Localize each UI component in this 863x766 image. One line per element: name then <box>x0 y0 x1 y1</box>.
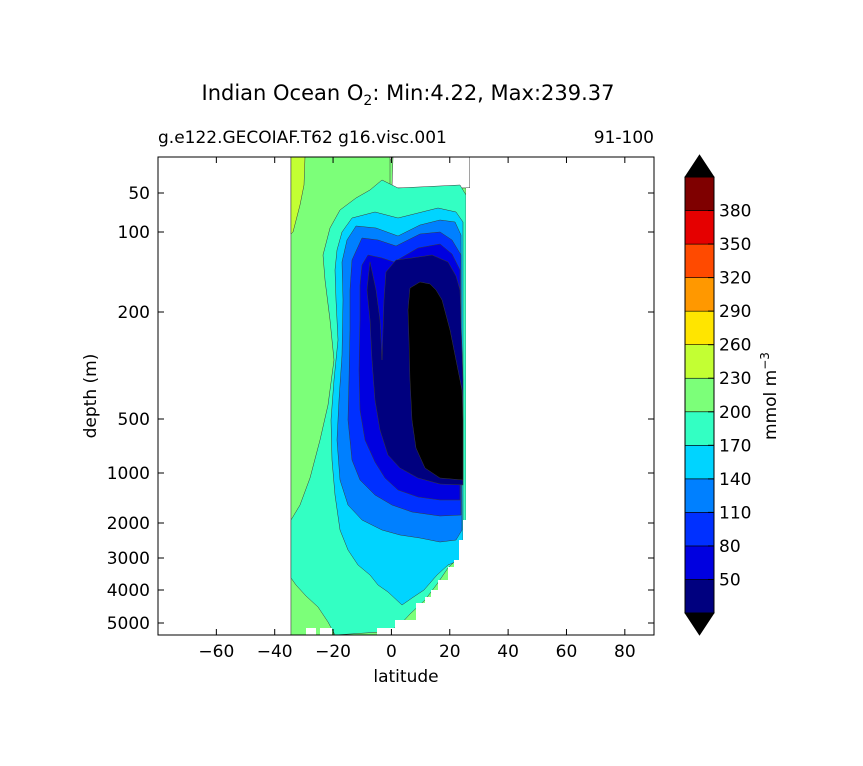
colorbar-tick-label: 110 <box>719 503 751 523</box>
colorbar-ticks: 50 80 110 140 170 200 230 260 290 320 350 380 <box>708 202 751 590</box>
y-tick-label: 1000 <box>107 464 150 484</box>
colorbar-tick-label: 50 <box>719 570 741 590</box>
subtitle-right: 91-100 <box>594 128 654 148</box>
y-tick-label: 500 <box>118 410 150 430</box>
colorbar-tick-label: 230 <box>719 369 751 389</box>
x-tick-label: 0 <box>386 642 397 662</box>
colorbar-frame <box>684 176 715 614</box>
x-tick-label: 80 <box>614 642 636 662</box>
colorbar-cell <box>684 176 715 211</box>
colorbar-tick-label: 350 <box>719 235 751 255</box>
colorbar-tick-label: 290 <box>719 302 751 322</box>
colorbar-tick-label: 260 <box>719 336 751 356</box>
y-axis: 50 100 200 500 1000 2000 3000 4000 5000 <box>107 184 654 634</box>
contour-region-230 <box>290 157 306 235</box>
colorbar: 50 80 110 140 170 200 230 260 290 320 350 380 mmol … <box>684 154 781 636</box>
colorbar-cell <box>684 344 715 379</box>
colorbar-tick-label: 80 <box>719 537 741 557</box>
colorbar-cell <box>684 579 715 614</box>
colorbar-cell <box>684 478 715 513</box>
colorbar-cell <box>684 243 715 278</box>
colorbar-cells <box>684 154 715 636</box>
colorbar-cell <box>684 445 715 480</box>
colorbar-cell <box>684 411 715 446</box>
y-tick-label: 3000 <box>107 549 150 569</box>
colorbar-cell <box>684 277 715 312</box>
y-tick-label: 4000 <box>107 581 150 601</box>
colorbar-cell <box>684 512 715 547</box>
y-tick-label: 100 <box>118 223 150 243</box>
colorbar-cell <box>684 545 715 580</box>
y-axis-label: depth (m) <box>81 354 101 439</box>
x-tick-label: 40 <box>497 642 519 662</box>
colorbar-cell <box>684 310 715 345</box>
x-axis: −60 −40 −20 0 20 40 60 80 <box>198 157 636 662</box>
colorbar-tick-label: 170 <box>719 436 751 456</box>
x-tick-label: 60 <box>556 642 578 662</box>
plot-area: −60 −40 −20 0 20 40 60 80 50 100 200 500 1000 2000 30… <box>81 156 655 687</box>
subtitle-left: g.e122.GECOIAF.T62 g16.visc.001 <box>158 128 447 148</box>
colorbar-cell <box>684 210 715 245</box>
colorbar-tick-label: 140 <box>719 470 751 490</box>
colorbar-tick-label: 200 <box>719 403 751 423</box>
x-tick-label: −20 <box>315 642 351 662</box>
colorbar-tick-label: 320 <box>719 269 751 289</box>
x-axis-label: latitude <box>373 667 438 687</box>
colorbar-tick-label: 380 <box>719 202 751 222</box>
missing-data-mask <box>306 157 654 635</box>
x-tick-label: −40 <box>257 642 293 662</box>
contour-region-min <box>407 281 464 481</box>
x-tick-label: −60 <box>198 642 234 662</box>
y-tick-label: 50 <box>128 184 150 204</box>
y-tick-label: 5000 <box>107 614 150 634</box>
chart-title: Indian Ocean O2: Min:4.22, Max:239.37 <box>202 81 615 109</box>
axes-frame <box>157 156 655 636</box>
y-tick-label: 200 <box>118 303 150 323</box>
contour-fields <box>290 157 654 635</box>
colorbar-cell <box>684 377 715 413</box>
x-tick-label: 20 <box>439 642 461 662</box>
y-tick-label: 2000 <box>107 514 150 534</box>
colorbar-label: mmol m−3 <box>758 352 781 440</box>
